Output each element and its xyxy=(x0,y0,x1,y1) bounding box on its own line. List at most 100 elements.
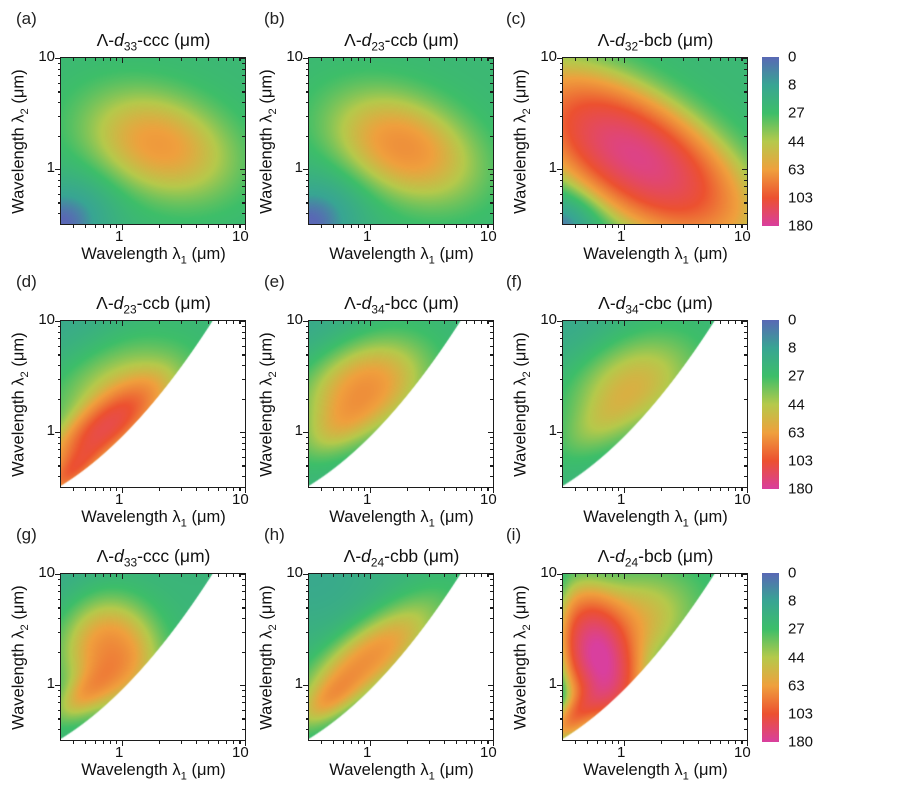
axis-tick-mark xyxy=(742,432,747,434)
y-tick-label-1: 1 xyxy=(294,422,303,439)
axis-tick-mark xyxy=(490,695,493,697)
heatmap-plot xyxy=(55,57,247,230)
axis-tick-mark xyxy=(490,618,493,620)
y-tick-label-10: 10 xyxy=(286,48,303,65)
axis-tick-mark xyxy=(559,326,563,328)
axis-tick-mark xyxy=(242,354,245,356)
axis-tick-mark xyxy=(455,224,458,228)
axis-tick-mark xyxy=(574,740,577,744)
axis-tick-mark xyxy=(342,740,344,744)
panel-title: Λ-d34-bcc (μm) xyxy=(298,293,505,317)
axis-tick-mark xyxy=(57,135,61,137)
axis-tick-mark xyxy=(305,345,309,347)
axis-tick-mark xyxy=(94,58,96,61)
axis-tick-mark xyxy=(744,365,747,367)
axis-tick-mark xyxy=(493,58,495,63)
axis-tick-mark xyxy=(490,729,493,731)
axis-tick-mark xyxy=(350,487,353,491)
axis-tick-mark xyxy=(57,718,61,720)
axis-tick-mark xyxy=(242,68,245,70)
title-coefficient: d xyxy=(114,30,124,50)
axis-tick-mark xyxy=(428,58,430,61)
axis-tick-mark xyxy=(490,102,493,104)
axis-tick-mark xyxy=(727,740,730,744)
axis-tick-mark xyxy=(490,179,493,181)
x-axis-label: Wavelength λ1 (μm) xyxy=(50,508,257,529)
y-label-sub: 2 xyxy=(18,624,31,631)
axis-tick-mark xyxy=(490,63,493,65)
axis-tick-mark xyxy=(217,740,219,744)
axis-tick-mark xyxy=(57,618,61,620)
x-axis-label: Wavelength λ1 (μm) xyxy=(50,245,257,266)
axis-tick-mark xyxy=(455,321,458,324)
axis-tick-mark xyxy=(242,607,245,609)
axis-tick-mark xyxy=(490,449,493,451)
axis-tick-mark xyxy=(240,574,245,576)
y-tick-label-1: 1 xyxy=(294,159,303,176)
colorbar-tick: 103 xyxy=(788,189,814,207)
axis-tick-mark xyxy=(55,432,61,434)
axis-tick-mark xyxy=(121,224,124,230)
axis-tick-mark xyxy=(735,574,737,577)
axis-tick-mark xyxy=(559,379,563,381)
axis-tick-mark xyxy=(623,574,626,579)
axis-tick-mark xyxy=(57,702,61,704)
axis-tick-mark xyxy=(428,321,430,324)
axis-tick-mark xyxy=(57,442,61,444)
axis-tick-mark xyxy=(55,169,61,171)
axis-tick-mark xyxy=(242,651,245,653)
x-tick-label-1: 1 xyxy=(617,228,626,245)
y-tick-label-10: 10 xyxy=(540,564,557,581)
axis-tick-mark xyxy=(490,135,493,137)
axis-tick-mark xyxy=(305,651,309,653)
y-label-unit: (μm) xyxy=(257,585,276,625)
axis-tick-mark xyxy=(559,702,563,704)
x-tick-label-1: 1 xyxy=(363,228,372,245)
y-label-sub: 2 xyxy=(18,108,31,115)
axis-tick-mark xyxy=(57,174,61,176)
colorbar-tick: 103 xyxy=(788,452,814,470)
x-axis-label: Wavelength λ1 (μm) xyxy=(298,508,505,529)
axis-tick-mark xyxy=(242,579,245,581)
axis-tick-mark xyxy=(233,224,235,228)
y-label-sub: 2 xyxy=(520,624,533,631)
axis-tick-mark xyxy=(305,709,309,711)
axis-tick-mark xyxy=(84,321,87,324)
axis-tick-mark xyxy=(57,465,61,467)
axis-tick-mark xyxy=(586,740,589,744)
axis-tick-mark xyxy=(481,58,483,61)
axis-tick-mark xyxy=(94,321,96,324)
axis-tick-mark xyxy=(709,58,712,61)
axis-tick-mark xyxy=(611,740,614,744)
axis-tick-mark xyxy=(487,487,489,491)
axis-tick-mark xyxy=(742,321,747,323)
y-label-text: Wavelength λ xyxy=(9,377,28,477)
axis-tick-mark xyxy=(490,326,493,328)
axis-tick-mark xyxy=(242,202,245,204)
axis-tick-mark xyxy=(481,487,483,491)
axis-tick-mark xyxy=(586,58,589,61)
axis-tick-mark xyxy=(481,321,483,324)
axis-tick-mark xyxy=(557,685,563,687)
axis-tick-mark xyxy=(305,476,309,478)
axis-tick-mark xyxy=(102,487,105,491)
axis-tick-mark xyxy=(242,456,245,458)
axis-tick-mark xyxy=(698,487,700,491)
y-tick-label-10: 10 xyxy=(540,311,557,328)
axis-tick-mark xyxy=(196,574,198,577)
panel-title: Λ-d33-ccc (μm) xyxy=(50,546,257,570)
axis-tick-mark xyxy=(744,442,747,444)
axis-tick-mark xyxy=(465,58,467,61)
axis-tick-mark xyxy=(242,690,245,692)
title-prefix: Λ- xyxy=(597,30,616,50)
axis-tick-mark xyxy=(305,326,309,328)
y-axis-label: Wavelength λ2 (μm) xyxy=(257,57,278,226)
axis-tick-mark xyxy=(305,213,309,215)
axis-tick-mark xyxy=(305,398,309,400)
axis-tick-mark xyxy=(493,740,495,746)
axis-tick-mark xyxy=(94,574,96,577)
axis-tick-mark xyxy=(490,465,493,467)
axis-tick-mark xyxy=(487,58,489,61)
colorbar-tick: 44 xyxy=(788,396,805,413)
axis-tick-mark xyxy=(709,574,712,577)
